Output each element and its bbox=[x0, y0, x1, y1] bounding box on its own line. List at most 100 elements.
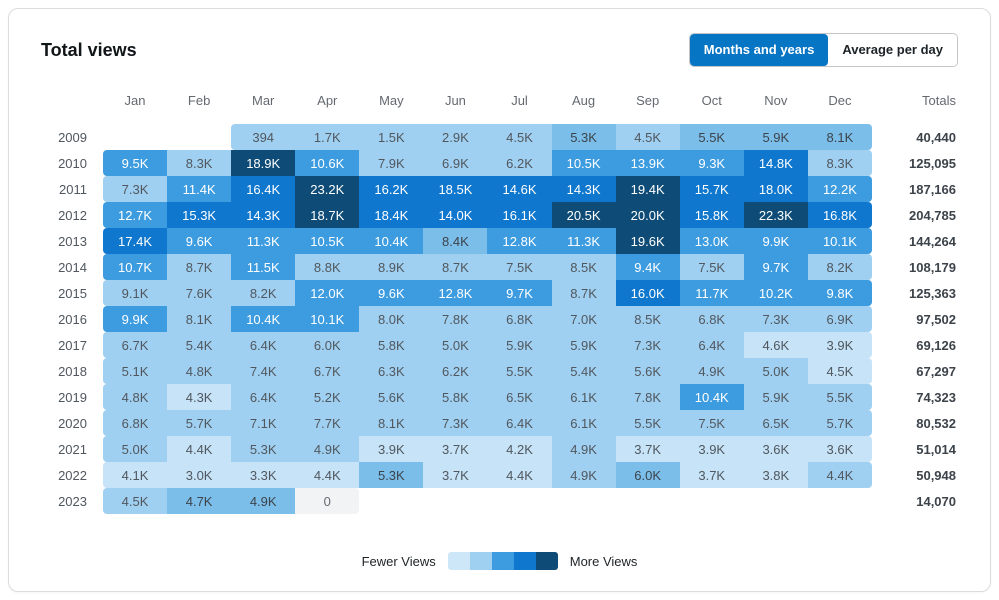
heatmap-cell: 4.3K bbox=[167, 384, 232, 410]
heatmap-cell: 5.2K bbox=[295, 384, 360, 410]
heatmap-cell: 10.1K bbox=[295, 306, 360, 332]
month-header: Jan bbox=[124, 93, 146, 108]
heatmap-cell: 4.4K bbox=[295, 462, 360, 488]
heatmap-cell: 19.4K bbox=[615, 176, 680, 202]
heatmap-cell: 11.3K bbox=[231, 228, 296, 254]
table-row: 2010 9.5K 8.3K 18.9K 10.6K 7.9K 6.9K 6.2K 10.5K 1… bbox=[41, 150, 958, 176]
heatmap-container: Jan Feb Mar Apr May Jun Jul Aug Sep Oct Nov Dec Tota… bbox=[9, 67, 990, 514]
heatmap-cell: 12.8K bbox=[487, 228, 552, 254]
heatmap-cell: 18.4K bbox=[359, 202, 424, 228]
heatmap-cell: 6.8K bbox=[487, 306, 552, 332]
heatmap-cell: 5.9K bbox=[487, 332, 552, 358]
heatmap-cell: 15.7K bbox=[679, 176, 744, 202]
toggle-months-and-years-button[interactable]: Months and years bbox=[689, 34, 829, 66]
row-total: 125,363 bbox=[909, 285, 956, 301]
heatmap-cell: 8.9K bbox=[359, 254, 424, 280]
table-row: 2009 394 1.7K 1.5K 2.9K 4.5K 5.3K 4.5K 5.5K 5.9K 8… bbox=[41, 124, 958, 150]
heatmap-cell: 10.1K bbox=[807, 228, 872, 254]
heatmap-cell: 13.9K bbox=[615, 150, 680, 176]
heatmap-cell: 9.3K bbox=[679, 150, 744, 176]
heatmap-cell: 4.4K bbox=[167, 436, 232, 462]
heatmap-cell: 6.0K bbox=[295, 332, 360, 358]
heatmap-cell: 15.3K bbox=[167, 202, 232, 228]
heatmap-cell: 7.3K bbox=[615, 332, 680, 358]
heatmap-cell: 4.5K bbox=[487, 124, 552, 150]
month-header: May bbox=[379, 93, 404, 108]
heatmap-cell: 16.2K bbox=[359, 176, 424, 202]
heatmap-cell: 6.3K bbox=[359, 358, 424, 384]
row-total: 144,264 bbox=[909, 233, 956, 249]
heatmap-cell: 16.8K bbox=[807, 202, 872, 228]
heatmap-cell: 6.9K bbox=[423, 150, 488, 176]
heatmap-cell: 6.8K bbox=[103, 410, 168, 436]
heatmap-cell: 7.5K bbox=[679, 410, 744, 436]
heatmap-cell: 8.4K bbox=[423, 228, 488, 254]
heatmap-cell: 9.6K bbox=[167, 228, 232, 254]
heatmap-cell: 5.3K bbox=[551, 124, 616, 150]
toggle-average-per-day-button[interactable]: Average per day bbox=[828, 34, 957, 66]
heatmap-cell: 6.2K bbox=[423, 358, 488, 384]
heatmap-cell: 7.6K bbox=[167, 280, 232, 306]
heatmap-cell: 12.7K bbox=[103, 202, 168, 228]
heatmap-cell: 6.4K bbox=[679, 332, 744, 358]
heatmap-cell: 4.9K bbox=[295, 436, 360, 462]
view-toggle: Months and years Average per day bbox=[688, 33, 958, 67]
legend-swatch bbox=[513, 552, 536, 570]
heatmap-cell: 5.6K bbox=[615, 358, 680, 384]
page-title: Total views bbox=[41, 39, 137, 60]
heatmap-cell: 4.8K bbox=[167, 358, 232, 384]
heatmap-cell: 16.0K bbox=[615, 280, 680, 306]
table-row: 2019 4.8K 4.3K 6.4K 5.2K 5.6K 5.8K 6.5K 6.1K 7.8K… bbox=[41, 384, 958, 410]
heatmap-cell: 6.1K bbox=[551, 384, 616, 410]
heatmap-cell: 3.7K bbox=[679, 462, 744, 488]
heatmap-cell: 7.5K bbox=[679, 254, 744, 280]
heatmap-cell: 4.2K bbox=[487, 436, 552, 462]
heatmap-cell: 5.7K bbox=[167, 410, 232, 436]
heatmap-cell: 8.0K bbox=[359, 306, 424, 332]
heatmap-cell: 7.5K bbox=[487, 254, 552, 280]
heatmap-cell: 8.3K bbox=[807, 150, 872, 176]
row-total: 108,179 bbox=[909, 259, 956, 275]
heatmap-cell: 5.9K bbox=[743, 124, 808, 150]
heatmap-cell: 8.8K bbox=[295, 254, 360, 280]
heatmap-cell: 5.5K bbox=[615, 410, 680, 436]
month-header: Aug bbox=[572, 93, 596, 108]
month-header: Sep bbox=[636, 93, 660, 108]
heatmap-cell: 4.6K bbox=[743, 332, 808, 358]
heatmap-cell: 5.9K bbox=[743, 384, 808, 410]
heatmap-cell-empty bbox=[680, 488, 744, 514]
header-row: Jan Feb Mar Apr May Jun Jul Aug Sep Oct Nov Dec Tota… bbox=[41, 93, 958, 124]
heatmap-cell: 20.5K bbox=[551, 202, 616, 228]
heatmap-cell: 11.5K bbox=[231, 254, 296, 280]
heatmap-cell: 9.1K bbox=[103, 280, 168, 306]
table-row: 2011 7.3K 11.4K 16.4K 23.2K 16.2K 18.5K 14.6K 14… bbox=[41, 176, 958, 202]
heatmap-cell: 8.7K bbox=[423, 254, 488, 280]
month-header: Mar bbox=[252, 93, 275, 108]
heatmap-cell: 18.5K bbox=[423, 176, 488, 202]
heatmap-cell-empty bbox=[487, 488, 551, 514]
total-views-card: Total views Months and years Average per… bbox=[8, 8, 991, 592]
heatmap-cell: 6.4K bbox=[231, 332, 296, 358]
heatmap-cell: 9.9K bbox=[743, 228, 808, 254]
month-header: Apr bbox=[317, 93, 338, 108]
month-header: Jun bbox=[444, 93, 466, 108]
heatmap-cell: 7.0K bbox=[551, 306, 616, 332]
row-total: 14,070 bbox=[916, 493, 956, 509]
heatmap-cell: 10.5K bbox=[551, 150, 616, 176]
year-label: 2019 bbox=[58, 389, 87, 405]
heatmap-cell: 23.2K bbox=[295, 176, 360, 202]
heatmap-cell: 7.3K bbox=[423, 410, 488, 436]
heatmap-cell: 7.4K bbox=[231, 358, 296, 384]
heatmap-cell: 8.5K bbox=[551, 254, 616, 280]
row-total: 67,297 bbox=[916, 363, 956, 379]
heatmap-cell: 8.1K bbox=[167, 306, 232, 332]
year-label: 2018 bbox=[58, 363, 87, 379]
heatmap-cell: 4.9K bbox=[679, 358, 744, 384]
totals-header: Totals bbox=[922, 93, 956, 108]
heatmap-cell: 6.7K bbox=[295, 358, 360, 384]
year-label: 2010 bbox=[58, 155, 87, 171]
heatmap-cell: 5.5K bbox=[487, 358, 552, 384]
heatmap-cell-empty bbox=[552, 488, 616, 514]
heatmap-cell: 9.9K bbox=[103, 306, 168, 332]
table-row: 2015 9.1K 7.6K 8.2K 12.0K 9.6K 12.8K 9.7K 8.7K 16… bbox=[41, 280, 958, 306]
